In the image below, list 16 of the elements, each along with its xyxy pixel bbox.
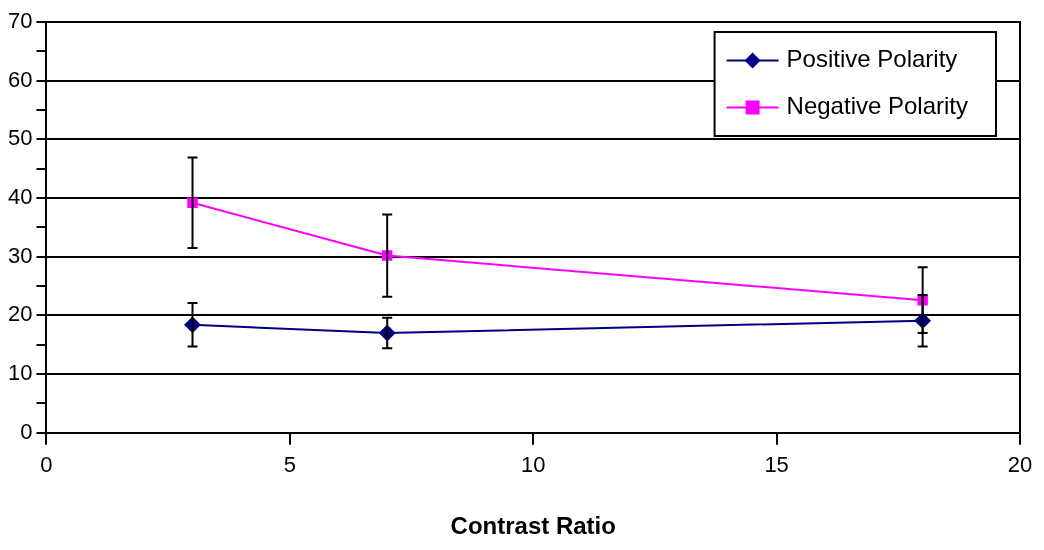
legend-label: Positive Polarity	[786, 45, 958, 73]
y-tick-label: 70	[7, 8, 33, 34]
y-tick-label: 0	[20, 418, 33, 444]
x-axis-title: Contrast Ratio	[450, 512, 616, 540]
y-tick-label: 30	[7, 242, 33, 268]
x-tick-label: 10	[520, 452, 546, 478]
x-tick-label: 0	[40, 452, 53, 478]
y-tick-label: 50	[7, 125, 33, 151]
y-tick-label: 40	[7, 184, 33, 210]
y-tick-label: 60	[7, 66, 33, 92]
y-tick-label: 20	[7, 301, 33, 327]
legend-label: Negative Polarity	[786, 92, 968, 120]
y-tick-label: 10	[7, 360, 33, 386]
x-tick-label: 20	[1007, 452, 1033, 478]
x-tick-label: 15	[764, 452, 789, 478]
x-tick-label: 5	[283, 452, 296, 478]
